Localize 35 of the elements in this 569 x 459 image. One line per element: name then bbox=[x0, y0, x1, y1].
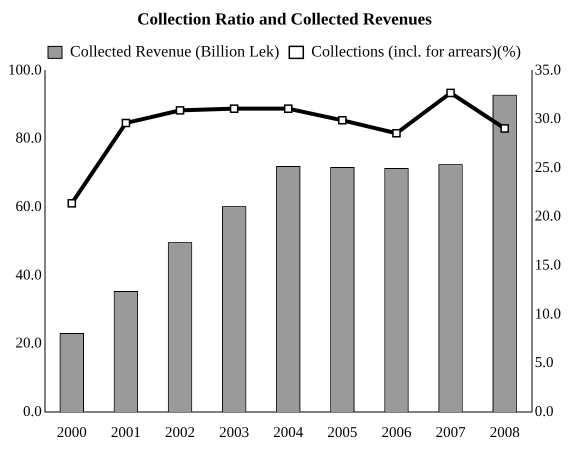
y-tick-label: 100.0 bbox=[8, 62, 42, 78]
chart-title: Collection Ratio and Collected Revenues bbox=[137, 10, 432, 29]
point bbox=[122, 118, 130, 128]
x-tick-label: 2002 bbox=[165, 424, 196, 441]
x-tick-label: 2001 bbox=[110, 424, 141, 441]
legend-label: Collected Revenue (Billion Lek) bbox=[70, 44, 280, 61]
x-tick-label: 2004 bbox=[273, 424, 304, 441]
y-tick-label: 20.0 bbox=[16, 336, 42, 352]
point bbox=[446, 88, 455, 98]
x-tick-label: 2006 bbox=[381, 424, 412, 441]
x-tick-label: 2007 bbox=[436, 424, 466, 441]
point bbox=[500, 124, 509, 133]
point bbox=[230, 104, 238, 113]
y2-tick-label: 20.0 bbox=[534, 208, 561, 225]
x-tick-label: 2005 bbox=[327, 424, 358, 441]
x-tick-label: 2000 bbox=[56, 424, 87, 441]
y-tick-label: 40.0 bbox=[16, 267, 42, 284]
x-tick-label: 2008 bbox=[490, 424, 520, 441]
y2-tick-label: 35.0 bbox=[534, 62, 561, 78]
point bbox=[284, 104, 293, 113]
y-tick-label: 0.0 bbox=[23, 404, 42, 420]
x-tick-label: 2003 bbox=[219, 424, 250, 441]
y2-tick-label: 30.0 bbox=[534, 111, 561, 128]
point bbox=[392, 128, 401, 138]
y2-tick-label: 10.0 bbox=[534, 306, 561, 322]
point bbox=[176, 106, 184, 115]
y2-tick-label: 15.0 bbox=[534, 258, 561, 274]
y-tick-label: 80.0 bbox=[16, 130, 42, 147]
legend-label: Collections (incl. for arrears)(%) bbox=[311, 44, 521, 61]
y2-tick-label: 25.0 bbox=[534, 160, 561, 176]
point bbox=[338, 116, 347, 125]
y-tick-label: 60.0 bbox=[16, 198, 42, 215]
point bbox=[68, 198, 76, 208]
y2-tick-label: 5.0 bbox=[534, 355, 554, 372]
y2-tick-label: 0.0 bbox=[534, 404, 554, 420]
